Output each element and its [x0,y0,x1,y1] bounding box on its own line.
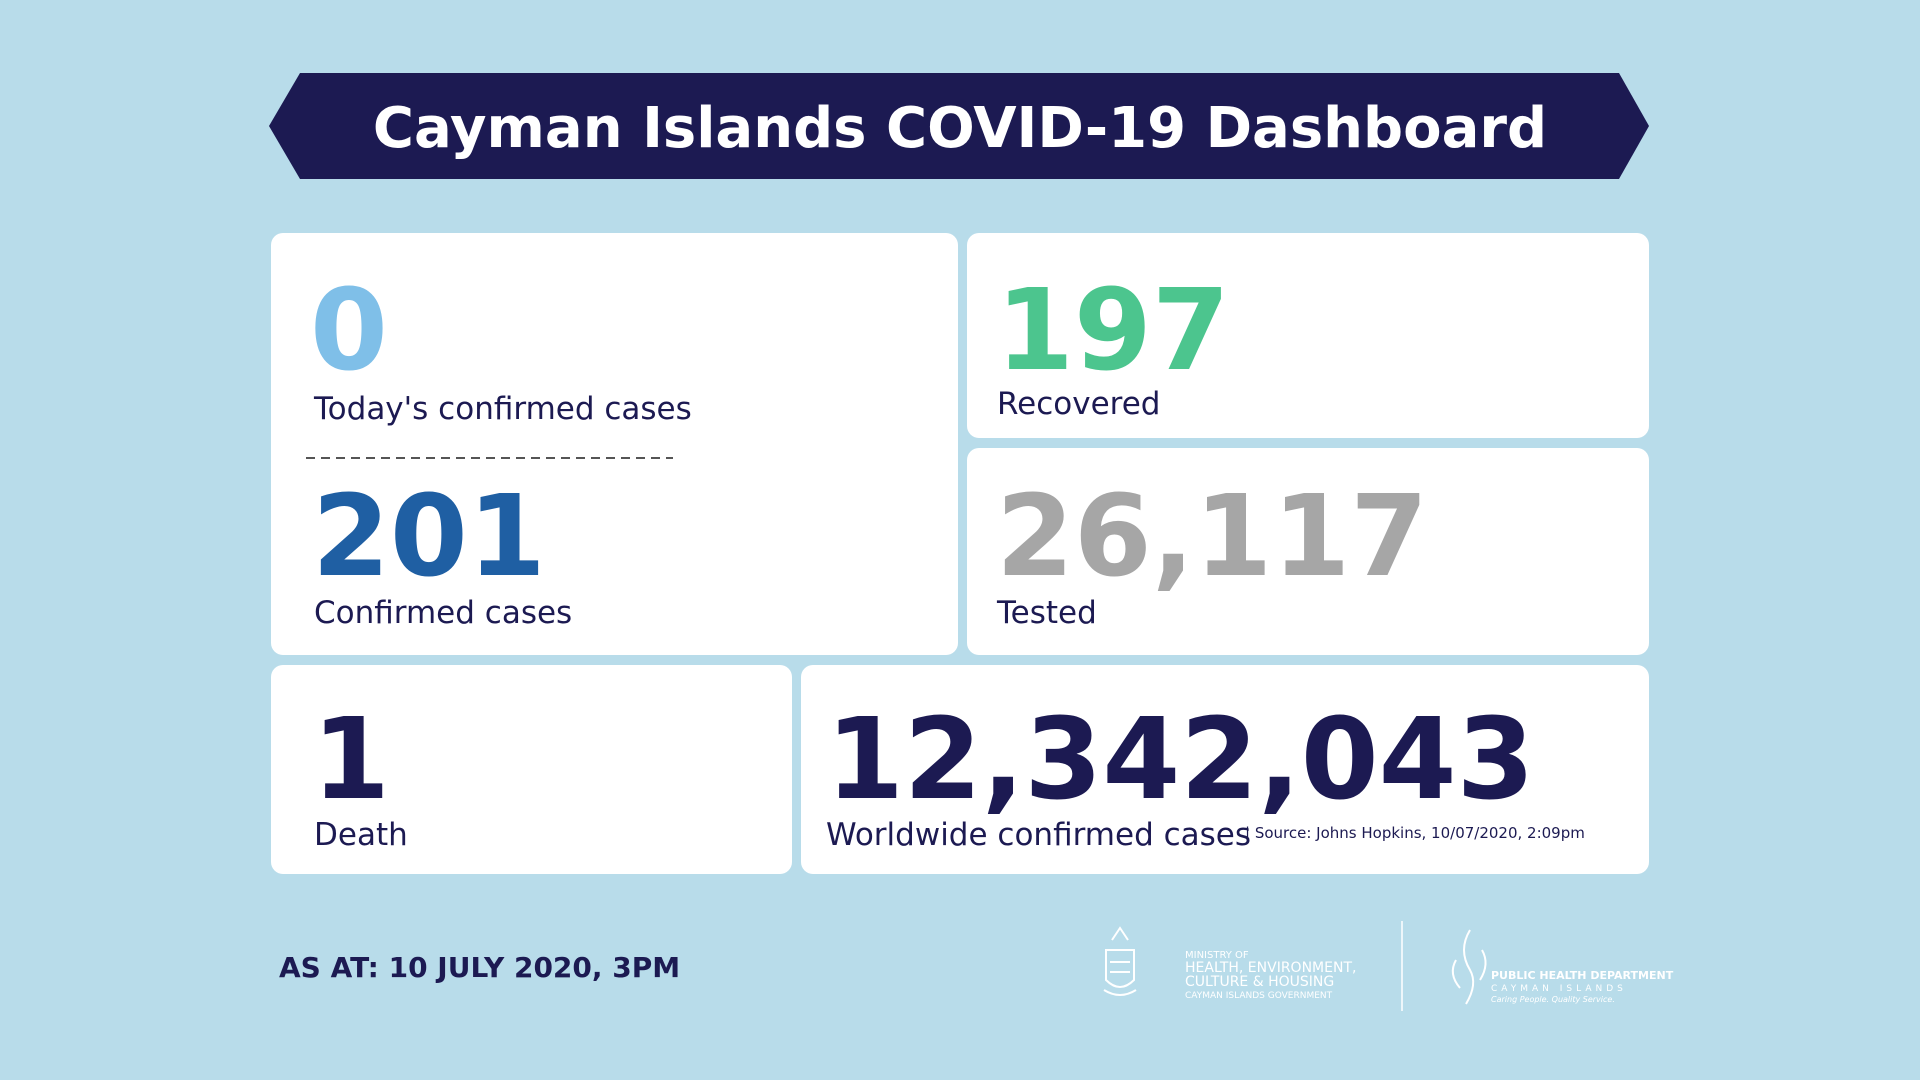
title-banner [269,73,1649,179]
health-logo [1451,929,1487,1005]
title: Cayman Islands COVID-19 Dashboard [373,96,1547,161]
stat-label: Worldwide confirmed cases [826,817,1251,853]
stat-value: 26,117 [996,472,1428,602]
stat-value: 12,342,043 [826,695,1535,825]
stat-value: 1 [312,695,390,825]
card [271,233,958,655]
stat-label: Confirmed cases [314,595,572,631]
stat-label: Today's confirmed cases [313,391,692,427]
card [271,665,792,874]
as-at: AS AT: 10 JULY 2020, 3PM [279,951,680,984]
card [967,233,1649,438]
card [967,448,1649,655]
stat-label: Tested [996,595,1097,631]
ministry-text: MINISTRY OF [1185,950,1249,961]
stat-value: 0 [310,266,388,396]
health-text: CAYMAN ISLANDS [1491,984,1627,994]
stat-label: Recovered [997,386,1160,422]
stat-label: Death [314,817,408,853]
ministry-text: CULTURE & HOUSING [1185,974,1334,990]
health-text: Caring People. Quality Service. [1491,995,1615,1004]
stat-value: 197 [996,266,1230,396]
health-text: PUBLIC HEALTH DEPARTMENT [1491,969,1674,982]
card [801,665,1649,874]
ministry-text: CAYMAN ISLANDS GOVERNMENT [1185,991,1333,1001]
source-note: | Source: Johns Hopkins, 10/07/2020, 2:0… [1245,824,1585,842]
ministry-logo [1103,926,1137,996]
stat-value: 201 [312,472,546,602]
ministry-text: HEALTH, ENVIRONMENT, [1185,960,1356,976]
